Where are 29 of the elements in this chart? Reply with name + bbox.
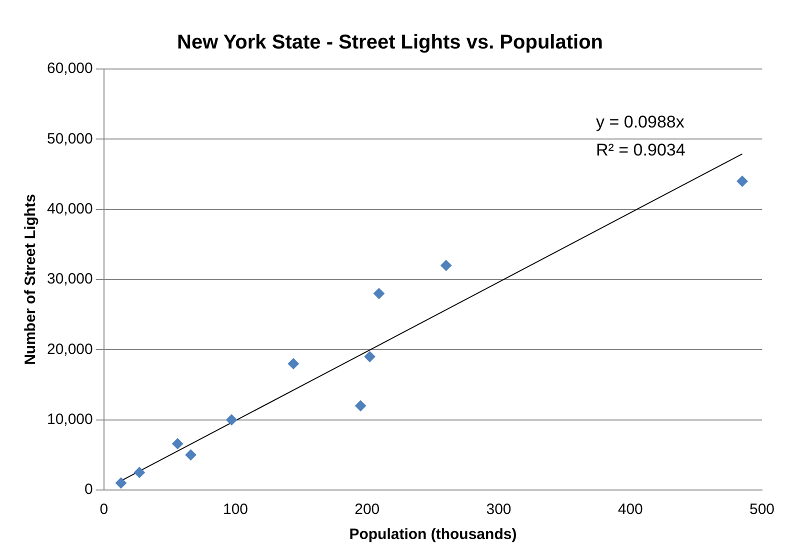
- point: [355, 400, 366, 412]
- point: [185, 449, 196, 460]
- y-tick-label: 20,000: [46, 340, 93, 358]
- x-tick-label: 200: [354, 501, 380, 518]
- point: [134, 466, 145, 478]
- annotation: R² = 0.9034: [596, 140, 686, 160]
- point: [115, 477, 126, 488]
- point: [364, 351, 376, 362]
- x-tick-label: 300: [486, 501, 512, 518]
- x-tick-label: 100: [222, 501, 248, 518]
- y-tick-label: 60,000: [46, 60, 93, 78]
- point: [172, 438, 184, 450]
- chart-title: New York State - Street Lights vs. Population: [176, 32, 604, 54]
- x-tick-label: 500: [749, 501, 775, 518]
- point: [736, 176, 748, 187]
- point: [373, 288, 384, 300]
- annotation: y = 0.0988x: [596, 112, 685, 132]
- point: [288, 358, 299, 370]
- y-axis-title: Number of Street Lights: [22, 194, 40, 365]
- point: [440, 260, 452, 271]
- x-axis-title: Population (thousands): [349, 526, 517, 544]
- y-tick-label: 30,000: [46, 270, 93, 288]
- y-tick-label: 40,000: [46, 200, 93, 218]
- y-tick-label: 50,000: [46, 130, 93, 148]
- point: [226, 414, 238, 426]
- y-tick-label: 10,000: [46, 410, 93, 428]
- x-tick-label: 400: [618, 501, 643, 518]
- y-tick-label: 0: [84, 481, 93, 498]
- x-tick-label: 0: [100, 501, 108, 518]
